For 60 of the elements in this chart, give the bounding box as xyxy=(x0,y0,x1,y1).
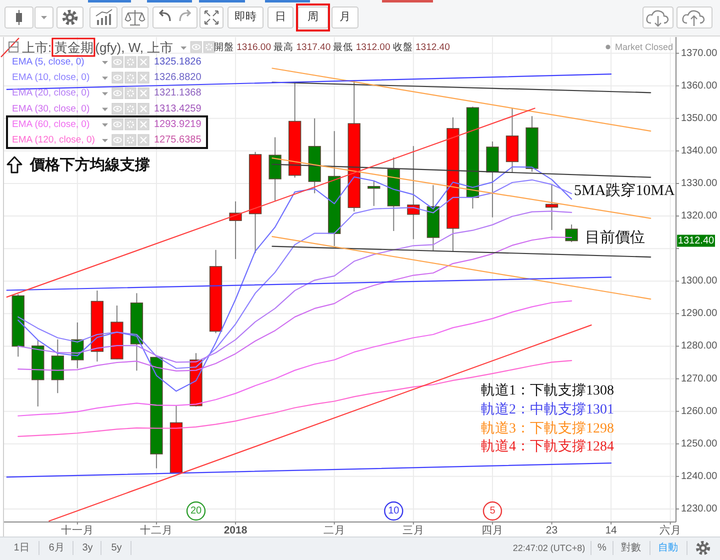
y-tick-label: 1330.00 xyxy=(681,178,718,189)
y-tick-label: 1370.00 xyxy=(681,48,718,59)
annotation: 開盤 1316.00 最高 1317.40 最低 1312.00 收盤 1312.40 xyxy=(214,40,450,52)
y-tick-label: 1250.00 xyxy=(681,438,718,450)
text: EMA (20, close, 0) xyxy=(12,88,90,99)
text: EMA (30, close, 0) xyxy=(12,103,90,114)
annotation: 目前價位 xyxy=(585,229,645,246)
text: EMA (60, close, 0) xyxy=(12,118,90,130)
x-tick-label: 四月 xyxy=(481,524,504,536)
y-tick-label: 1280.00 xyxy=(681,340,718,352)
y-tick-label: 1320.00 xyxy=(681,210,718,222)
text: % xyxy=(598,542,607,554)
y-tick-label: 1300.00 xyxy=(681,276,718,287)
text: EMA (5, close, 0) xyxy=(12,56,84,68)
annotation: 1326.8820 xyxy=(154,72,202,84)
y-tick-label: 1260.00 xyxy=(681,406,718,417)
annotation: 1321.1368 xyxy=(154,88,202,99)
x-tick-label: 三月 xyxy=(402,524,424,536)
text: 對數 xyxy=(621,542,641,554)
text: 6月 xyxy=(48,542,64,554)
annotation: 軌道4：下軌支撐1284 xyxy=(481,438,614,454)
annotation: 1325.1826 xyxy=(154,56,202,68)
y-tick-label: 1240.00 xyxy=(681,470,718,482)
x-tick-label: 二月 xyxy=(323,524,346,536)
text: 22:47:02 (UTC+8) xyxy=(512,543,586,553)
y-tick-label: 1350.00 xyxy=(681,112,718,124)
annotation: 軌道3：下軌支撐1298 xyxy=(481,420,614,436)
annotation: 10 xyxy=(388,506,400,516)
y-tick-label: 1360.00 xyxy=(681,80,718,92)
y-tick-label: 1270.00 xyxy=(681,373,718,384)
y-tick-label: 1290.00 xyxy=(681,308,718,320)
x-tick-label: 六月 xyxy=(659,524,682,536)
chart-title: 上市:黃金期(gfy), W, 上市 xyxy=(22,40,174,54)
x-tick-label: 14 xyxy=(605,524,618,536)
text: 月 xyxy=(340,11,350,23)
text: EMA (120, close, 0) xyxy=(12,134,95,146)
annotation: 1313.4259 xyxy=(154,103,202,114)
annotation: 價格下方均線支撐 xyxy=(29,156,150,174)
annotation: 20 xyxy=(190,506,202,516)
x-tick-label: 十二月 xyxy=(140,524,173,536)
x-tick-label: 十一月 xyxy=(60,524,94,536)
annotation: 軌道1：下軌支撐1308 xyxy=(481,382,614,398)
y-tick-label: 1340.00 xyxy=(681,145,718,156)
x-tick-label: 2018 xyxy=(224,524,248,536)
text: 日 xyxy=(275,11,286,23)
text: EMA (10, close, 0) xyxy=(12,72,90,84)
annotation: 軌道2：中軌支撐1301 xyxy=(481,402,614,418)
text: 周 xyxy=(308,11,318,23)
annotation: 5 xyxy=(490,506,496,516)
text: 1日 xyxy=(14,542,30,554)
text: 3y xyxy=(82,542,93,554)
text: 即時 xyxy=(234,10,256,23)
y-tick-label: 1230.00 xyxy=(681,503,718,514)
annotation: 5MA跌穿10MA xyxy=(574,182,676,199)
annotation: Market Closed xyxy=(614,42,673,52)
text: 自動 xyxy=(658,542,678,554)
x-tick-label: 23 xyxy=(546,524,558,536)
annotation: 1275.6385 xyxy=(154,134,202,146)
annotation: 1293.9219 xyxy=(154,118,202,130)
text: 5y xyxy=(111,542,122,554)
